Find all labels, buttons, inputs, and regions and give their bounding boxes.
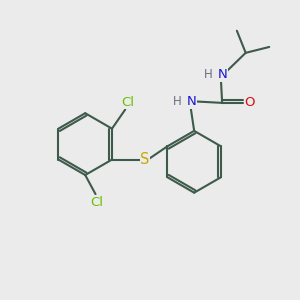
Text: Cl: Cl	[122, 96, 135, 109]
Text: H: H	[204, 68, 213, 81]
Text: Cl: Cl	[91, 196, 103, 209]
Text: H: H	[173, 95, 182, 108]
Text: N: N	[186, 95, 196, 108]
Text: O: O	[244, 96, 255, 110]
Text: S: S	[140, 152, 150, 167]
Text: N: N	[217, 68, 227, 81]
